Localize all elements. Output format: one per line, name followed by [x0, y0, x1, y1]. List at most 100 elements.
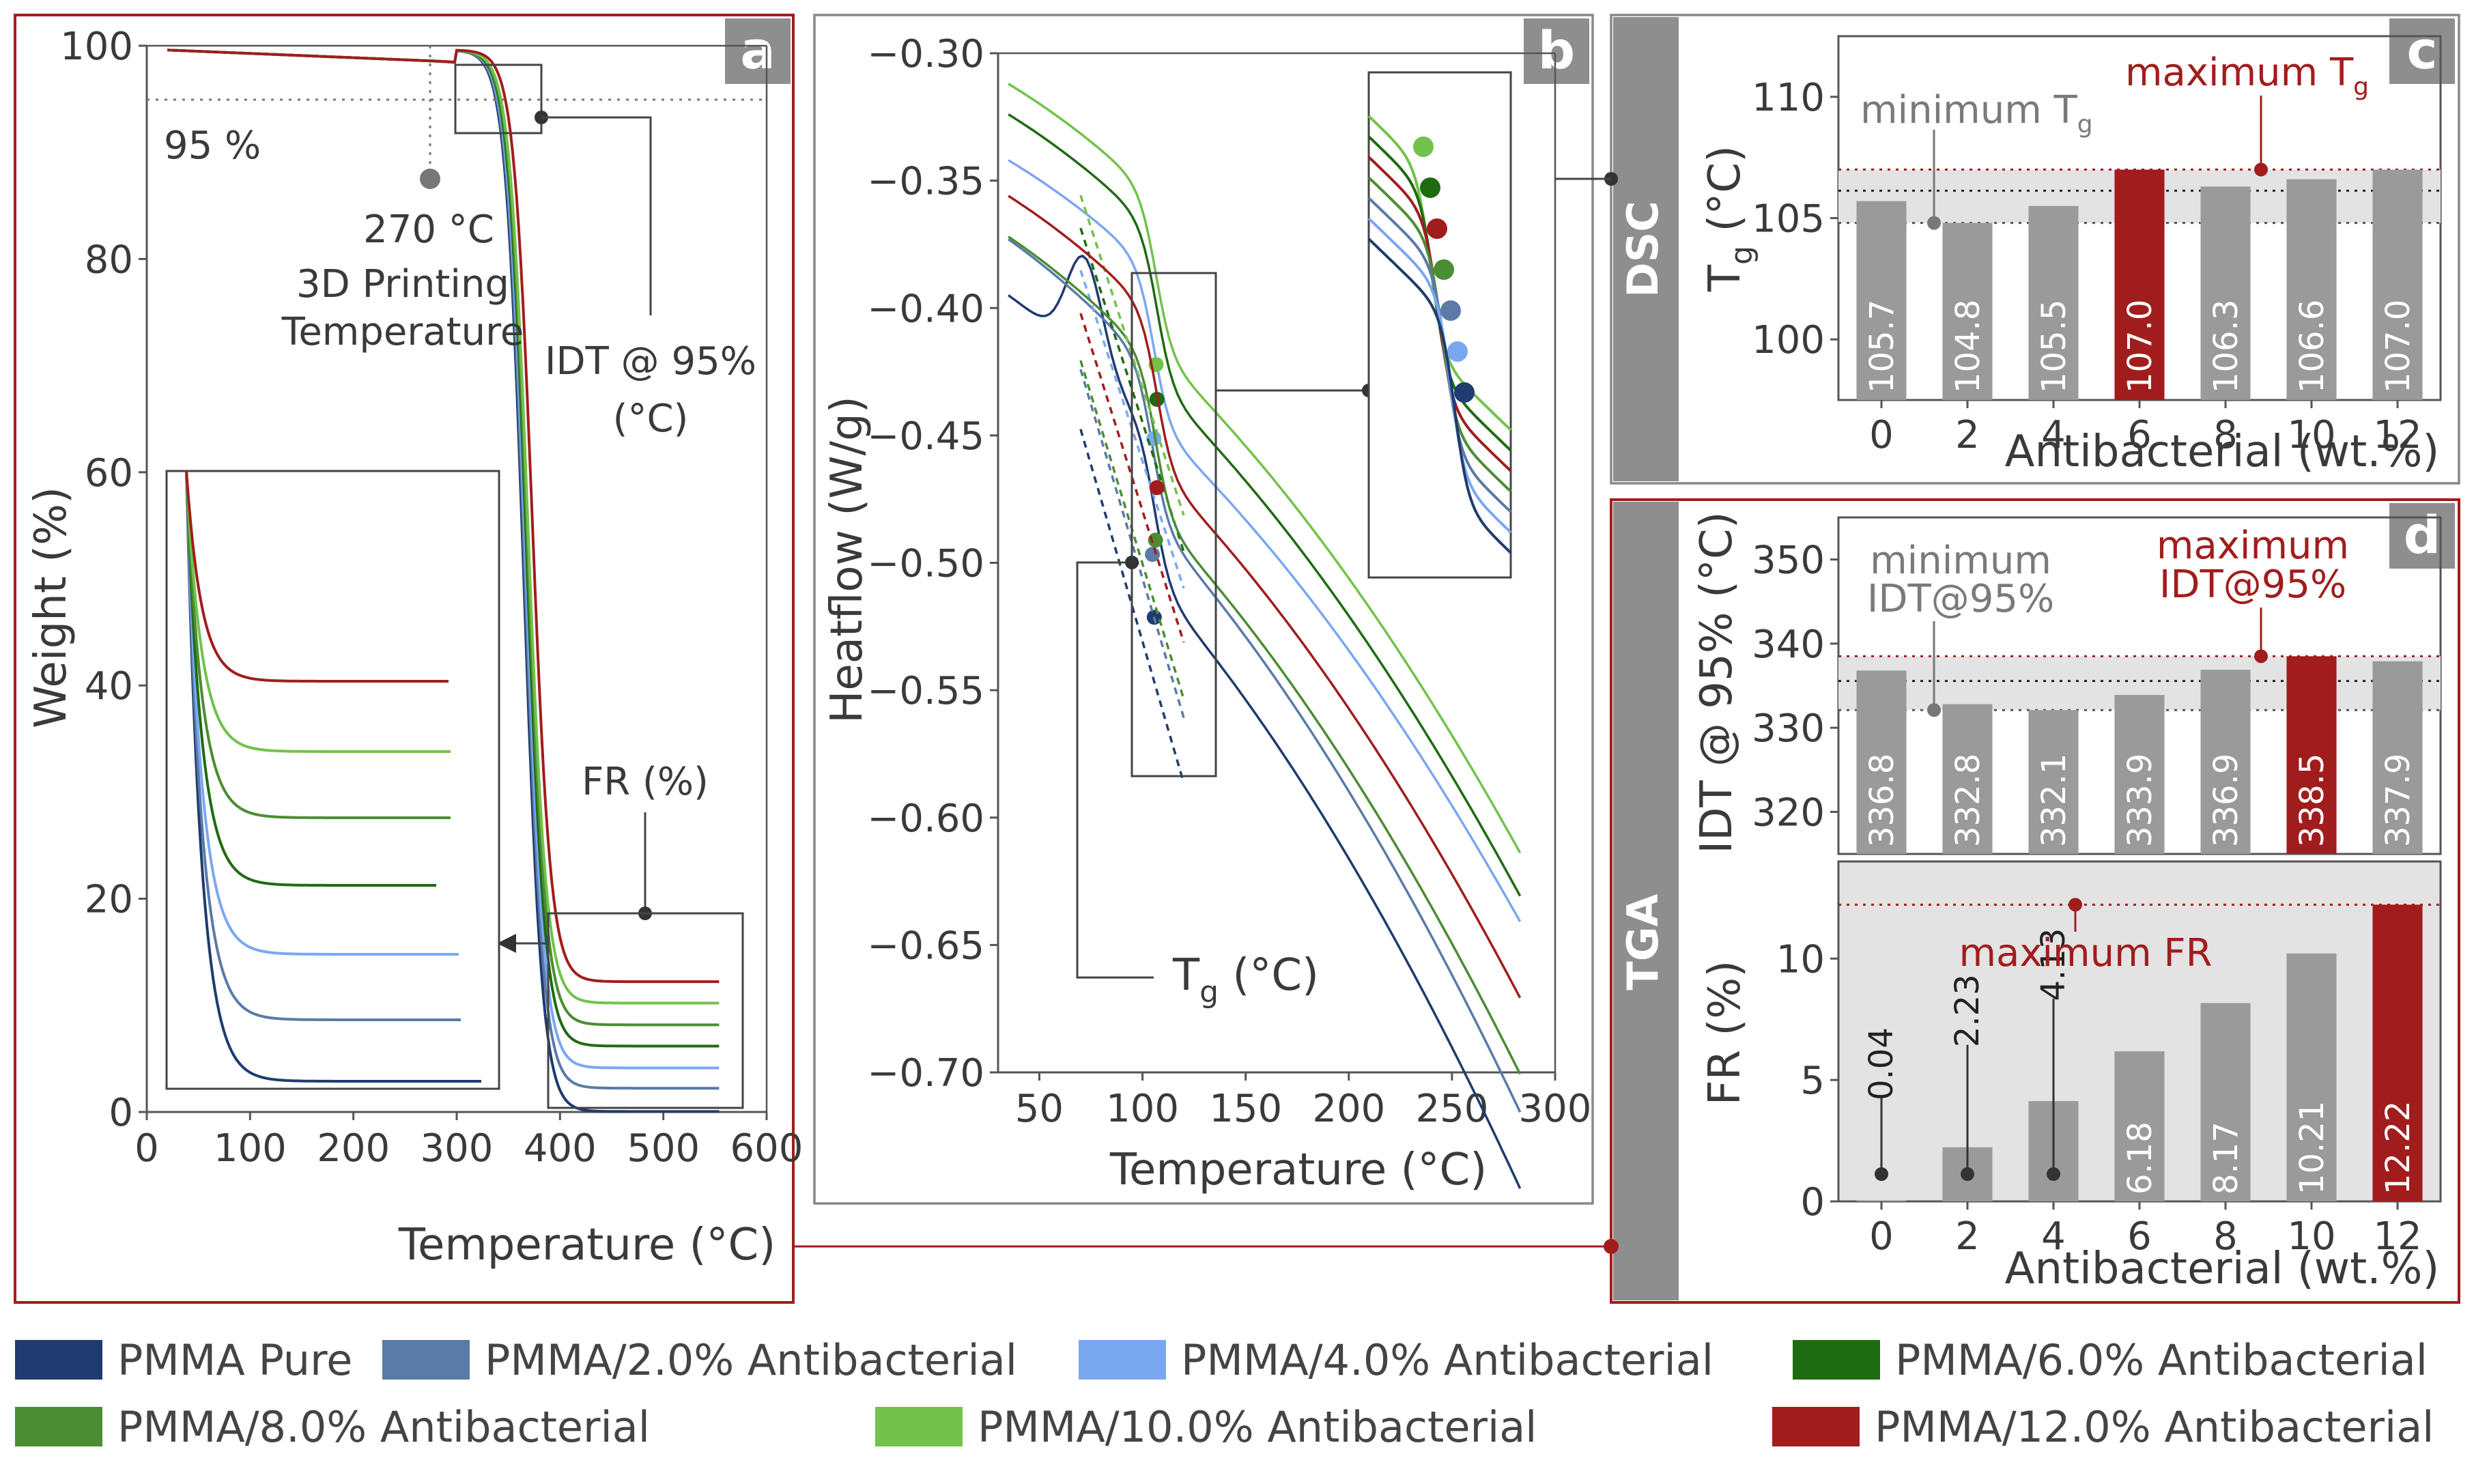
- bar-value-label: 106.3: [2207, 300, 2245, 393]
- panel-d-tag: [2389, 503, 2455, 569]
- annot-95: 95 %: [164, 124, 261, 168]
- bar-value-label: 105.7: [1863, 300, 1901, 393]
- panel-b-ylabel: Heatflow (W/g): [822, 396, 872, 723]
- y-tick-label: −0.55: [867, 669, 984, 713]
- bar-value-label: 8.17: [2207, 1122, 2245, 1195]
- legend-label: PMMA Pure: [117, 1335, 353, 1385]
- d-max-fr-label: maximum FR: [1959, 931, 2212, 975]
- tg-marker: [1149, 480, 1165, 496]
- panel-d-ylabel-top: IDT @ 95% (°C): [1692, 511, 1742, 853]
- y-tick-label: −0.35: [867, 160, 984, 204]
- bar-value-label: 12.22: [2379, 1101, 2417, 1195]
- legend-item-6pct: PMMA/6.0% Antibacterial: [1793, 1334, 2428, 1386]
- panel-b-frame: [813, 14, 1594, 1205]
- x-tick-label: 600: [730, 1126, 804, 1171]
- legend-item-pure: PMMA Pure: [15, 1334, 352, 1386]
- panel-a-letter: a: [740, 20, 775, 81]
- dsc-baseline: [1079, 270, 1185, 589]
- inset-tg-marker: [1447, 341, 1468, 362]
- legend-label: PMMA/8.0% Antibacterial: [117, 1401, 650, 1452]
- inset-dsc-curve: [1367, 238, 1512, 554]
- x-tick-label: 12: [2373, 413, 2421, 457]
- annot-fr: FR (%): [582, 760, 709, 804]
- bar: [2028, 710, 2079, 854]
- bar: [2200, 670, 2251, 854]
- legend-item-2pct: PMMA/2.0% Antibacterial: [382, 1334, 1017, 1386]
- y-tick-label: 0: [109, 1091, 133, 1135]
- annot-printing-temp: Temperature: [281, 310, 524, 354]
- panel-b-ticks: 50 100 150 200 250 300 −0.30 −0.35 −0.40 −0.45 −0.…: [867, 32, 1591, 1131]
- bar-value-label: 336.8: [1863, 754, 1901, 847]
- annot-idt: IDT @ 95%: [545, 339, 756, 384]
- bar: [2286, 953, 2337, 1201]
- y-tick-label: 0: [1800, 1180, 1825, 1225]
- panel-d-xlabel: Antibacterial (wt.%): [2005, 1244, 2440, 1294]
- panel-c-side: [1613, 17, 1679, 481]
- legend-label: PMMA/12.0% Antibacterial: [1875, 1401, 2434, 1452]
- panel-d-ylabel-bottom: FR (%): [1700, 960, 1750, 1105]
- y-tick-label: −0.70: [867, 1051, 984, 1096]
- x-tick-label: 200: [317, 1126, 390, 1171]
- dsc-curve: [1008, 83, 1522, 854]
- legend-item-10pct: PMMA/10.0% Antibacterial: [875, 1401, 1537, 1453]
- idt-zoom-box: [454, 63, 543, 134]
- y-tick-label: 320: [1752, 790, 1825, 835]
- panel-c-side-label: DSC: [1618, 201, 1668, 298]
- x-tick-label: 0: [1869, 1214, 1894, 1259]
- bar: [1856, 201, 1907, 400]
- y-tick-label: −0.30: [867, 32, 984, 76]
- inset-tg-marker: [1454, 382, 1475, 403]
- inset-tga-curve: [185, 470, 449, 683]
- legend-swatch: [875, 1407, 963, 1446]
- bar-value-label: 4.13: [2034, 928, 2073, 1001]
- inset-tga-curve: [185, 470, 451, 819]
- inset-tga-curve: [185, 470, 451, 753]
- bar: [2200, 1003, 2251, 1201]
- inset-tga-curve: [185, 470, 436, 887]
- legend-item-4pct: PMMA/4.0% Antibacterial: [1079, 1334, 1714, 1386]
- annot-idt-unit: (°C): [613, 397, 689, 441]
- panel-d-frame: [1610, 498, 2460, 1304]
- d-min-label-1: minimum: [1870, 539, 2051, 583]
- bar-value-label: 333.9: [2121, 754, 2159, 847]
- x-tick-label: 10: [2287, 413, 2335, 457]
- bar: [1942, 704, 1993, 854]
- bar-value-label: 338.5: [2293, 754, 2331, 847]
- annot-printing: 3D Printing: [296, 262, 509, 306]
- y-tick-label: 350: [1752, 539, 1825, 583]
- x-tick-label: 300: [1519, 1087, 1592, 1131]
- y-tick-label: −0.60: [867, 797, 984, 841]
- bar-value-label: 107.0: [2379, 300, 2417, 393]
- y-tick-label: 80: [85, 238, 133, 282]
- bar: [2114, 1051, 2165, 1201]
- dsc-curve: [1008, 195, 1522, 999]
- x-tick-label: 400: [524, 1126, 597, 1171]
- bar: [2372, 904, 2423, 1201]
- y-tick-label: 100: [60, 25, 133, 69]
- value-stem-dot: [1875, 1167, 1888, 1181]
- x-tick-label: 0: [134, 1126, 159, 1171]
- legend-item-12pct: PMMA/12.0% Antibacterial: [1772, 1401, 2434, 1453]
- c-max-label: maximum Tg: [2125, 51, 2369, 101]
- panel-a-curves: [167, 48, 720, 1113]
- inset-tg-marker: [1427, 218, 1447, 239]
- tg-zoom-box: [1131, 272, 1217, 777]
- d-max-label-1: maximum: [2157, 524, 2349, 568]
- bar: [1942, 223, 1993, 400]
- y-tick-label: 100: [1752, 318, 1825, 362]
- bar-value-label: 337.9: [2379, 754, 2417, 847]
- x-tick-label: 8: [2213, 1214, 2238, 1259]
- legend-label: PMMA/2.0% Antibacterial: [485, 1335, 1017, 1385]
- dsc-curve: [1008, 236, 1522, 1075]
- bar: [2028, 205, 2079, 400]
- panel-c-letter: c: [2406, 20, 2437, 81]
- legend-item-8pct: PMMA/8.0% Antibacterial: [15, 1401, 650, 1453]
- inset-tg-marker: [1413, 137, 1434, 157]
- dsc-curve: [1008, 159, 1522, 922]
- inset-dsc-curve: [1367, 217, 1512, 534]
- bar: [2372, 661, 2423, 854]
- x-tick-label: 4: [2041, 413, 2066, 457]
- panel-b-curves: [1008, 83, 1522, 1189]
- legend-swatch: [15, 1340, 102, 1380]
- y-tick-label: 60: [85, 451, 133, 496]
